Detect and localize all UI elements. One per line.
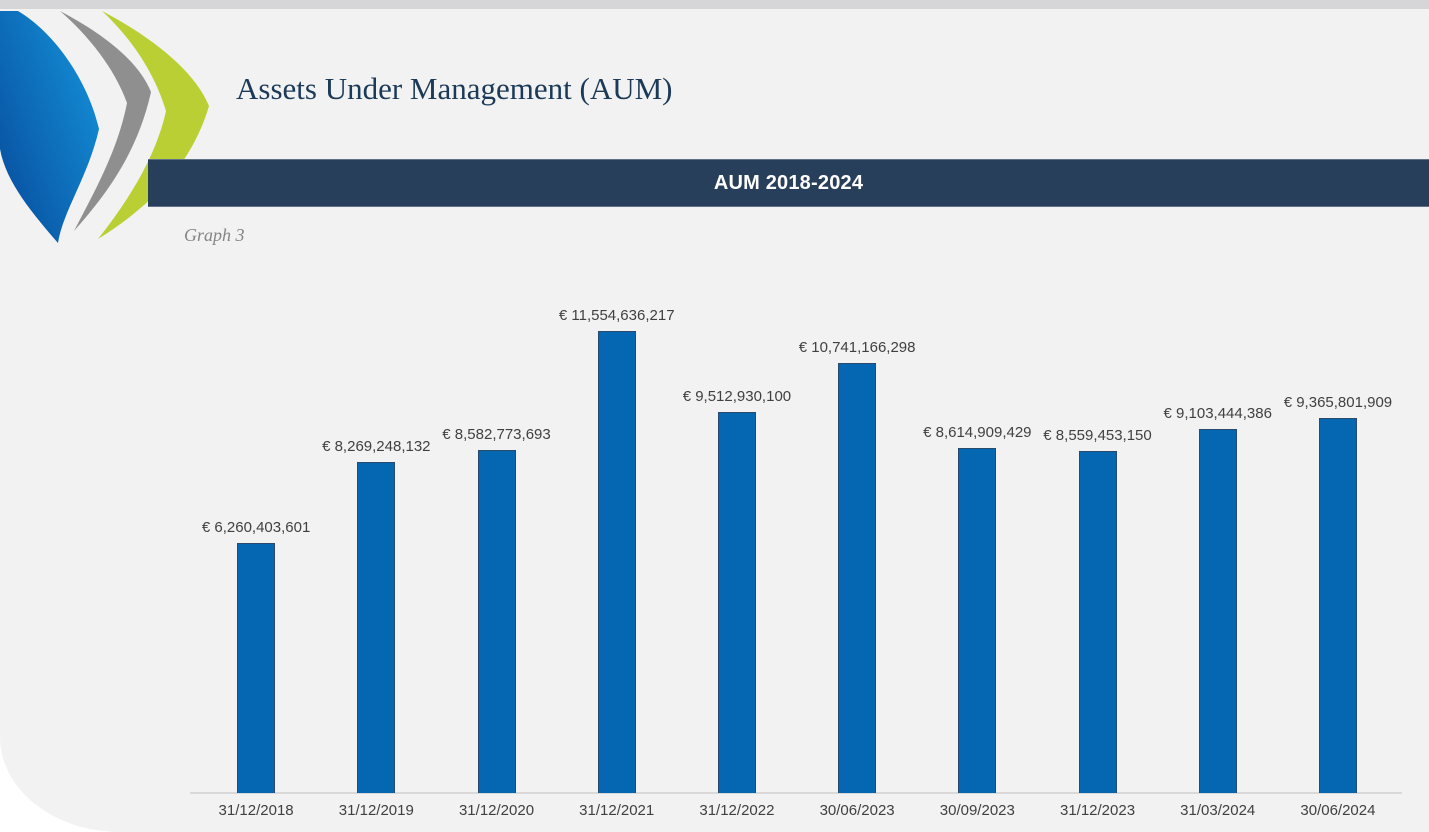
bar-data-label: € 8,614,909,429: [923, 424, 1032, 441]
bar: [1078, 451, 1117, 793]
bar-data-label: € 10,741,166,298: [798, 339, 916, 356]
chart-category-slot: € 11,554,636,217 31/12/2021: [557, 304, 677, 819]
chevron-gray-icon: [60, 11, 151, 231]
bar-data-label: € 9,365,801,909: [1283, 394, 1393, 411]
bar: [597, 331, 636, 793]
x-axis-tick-label: 31/12/2022: [699, 802, 775, 819]
x-axis-tick-label: 31/12/2023: [1059, 802, 1136, 819]
company-logo: [0, 11, 209, 243]
bar-data-label: € 9,512,930,100: [682, 388, 792, 405]
aum-bar-chart: € 6,260,403,601 31/12/2018 € 8,269,248,132…: [190, 304, 1402, 819]
banner-title: AUM 2018-2024: [713, 171, 864, 194]
x-axis-tick-label: 31/12/2021: [579, 802, 655, 819]
bar: [1198, 429, 1237, 793]
chevron-green-icon: [98, 11, 209, 239]
bar-data-label: € 8,582,773,693: [442, 426, 551, 443]
chart-category-slot: € 9,512,930,100 31/12/2022: [677, 304, 797, 819]
bar: [958, 448, 997, 793]
x-axis-tick-label: 31/12/2020: [458, 802, 535, 819]
chart-category-slot: € 8,559,453,150 31/12/2023: [1037, 304, 1157, 819]
bar: [357, 462, 396, 793]
graph-caption: Graph 3: [184, 225, 245, 245]
chevron-blue-icon: [0, 11, 99, 243]
bar-data-label: € 11,554,636,217: [558, 307, 675, 324]
bar: [237, 543, 276, 793]
content-panel: Assets Under Management (AUM) AUM 2018-2…: [0, 9, 1429, 832]
chart-category-slot: € 10,741,166,298 30/06/2023: [797, 304, 917, 819]
chart-category-slot: € 8,269,248,132 31/12/2019: [316, 304, 436, 819]
x-axis-tick-label: 31/12/2018: [218, 802, 294, 819]
chart-category-slot: € 9,103,444,386 31/03/2024: [1158, 304, 1278, 819]
banner: AUM 2018-2024: [148, 159, 1429, 207]
x-axis-tick-label: 30/06/2024: [1300, 802, 1376, 819]
bar-data-label: € 8,269,248,132: [322, 438, 431, 455]
bar: [838, 363, 877, 793]
bar: [477, 450, 516, 793]
bar-data-label: € 8,559,453,150: [1043, 427, 1152, 444]
bar: [1318, 418, 1357, 793]
bar-data-label: € 9,103,444,386: [1163, 405, 1272, 422]
chart-category-slot: € 8,582,773,693 31/12/2020: [436, 304, 556, 819]
x-axis-tick-label: 30/06/2023: [819, 802, 895, 819]
bar: [717, 412, 756, 793]
chart-category-slot: € 8,614,909,429 30/09/2023: [917, 304, 1037, 819]
chart-category-slot: € 9,365,801,909 30/06/2024: [1278, 304, 1398, 819]
x-axis-tick-label: 30/09/2023: [939, 802, 1015, 819]
x-axis-tick-label: 31/03/2024: [1180, 802, 1256, 819]
x-axis-line: [190, 792, 1402, 794]
top-strip: [0, 0, 1429, 9]
x-axis-tick-label: 31/12/2019: [338, 802, 414, 819]
bar-data-label: € 6,260,403,601: [201, 519, 311, 536]
page-title: Assets Under Management (AUM): [236, 71, 673, 106]
chart-category-slot: € 6,260,403,601 31/12/2018: [196, 304, 316, 819]
